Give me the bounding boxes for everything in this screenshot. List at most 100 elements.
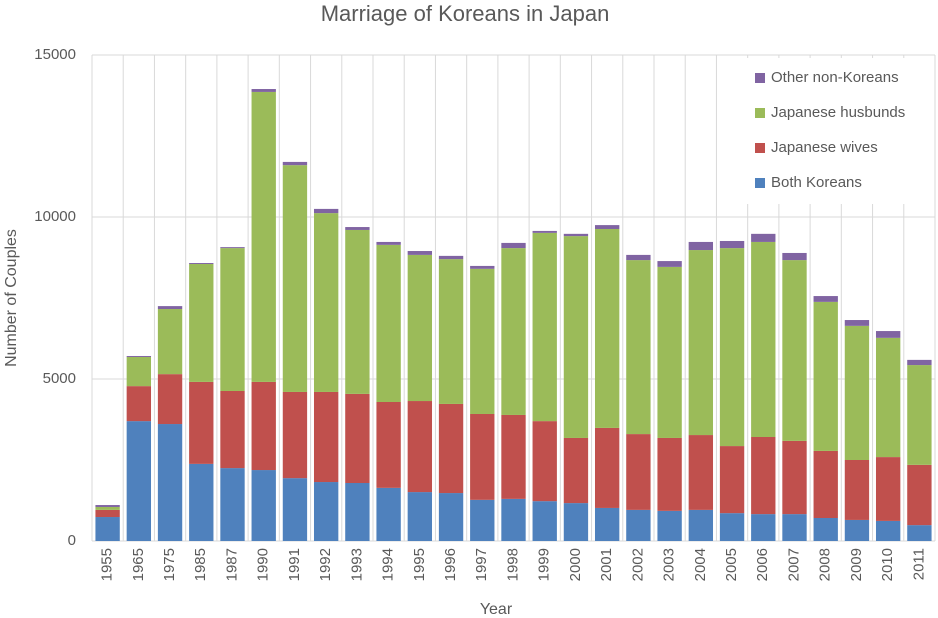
bar-segment xyxy=(470,268,495,414)
bar-segment xyxy=(189,463,214,541)
bar-segment xyxy=(532,421,557,502)
bar-segment xyxy=(282,391,308,479)
bar-segment xyxy=(907,359,932,366)
x-tick-label: 1999 xyxy=(536,548,553,581)
x-tick-label: 2005 xyxy=(723,548,740,581)
x-tick-label: 2010 xyxy=(879,548,896,581)
x-tick-label: 2002 xyxy=(629,548,646,581)
bar-segment xyxy=(501,414,526,499)
bar-segment xyxy=(126,355,152,357)
x-tick-label: 2003 xyxy=(661,548,678,581)
bar-segment xyxy=(470,265,495,269)
bar-segment xyxy=(563,233,589,237)
bar-segment xyxy=(875,337,901,458)
bar-segment xyxy=(345,227,370,230)
bar-segment xyxy=(189,381,214,464)
bar-segment xyxy=(501,498,526,541)
bar-segment xyxy=(657,261,682,267)
bar-segment xyxy=(719,248,745,447)
x-tick-label: 1995 xyxy=(411,548,428,581)
x-tick-label: 1990 xyxy=(255,548,272,581)
bar-segment xyxy=(751,233,776,242)
chart-title: Marriage of Koreans in Japan xyxy=(321,1,610,26)
bar-segment xyxy=(907,365,932,465)
bar-segment xyxy=(688,241,714,251)
bar-segment xyxy=(782,252,807,261)
bar-segment xyxy=(751,241,776,437)
bar-segment xyxy=(376,241,401,245)
bar-segment xyxy=(563,437,589,504)
legend-swatch xyxy=(755,143,765,153)
bar-segment xyxy=(189,263,214,264)
bar-segment xyxy=(782,260,807,441)
bar-segment xyxy=(157,374,183,425)
bar-segment xyxy=(157,306,183,310)
legend-swatch xyxy=(755,178,765,188)
x-tick-label: 1994 xyxy=(380,548,397,581)
legend-swatch xyxy=(755,73,765,83)
x-tick-label: 1965 xyxy=(130,548,147,581)
bar-segment xyxy=(594,228,620,428)
bar-segment xyxy=(719,513,745,541)
bar-segment xyxy=(688,509,714,541)
x-tick-label: 1997 xyxy=(473,548,490,581)
bar-segment xyxy=(313,208,339,214)
x-tick-label: 2001 xyxy=(598,548,615,581)
x-tick-label: 2008 xyxy=(817,548,834,581)
y-tick-label: 10000 xyxy=(34,208,76,225)
bar-segment xyxy=(626,254,651,261)
bar-segment xyxy=(438,255,464,260)
bar-segment xyxy=(220,248,245,391)
bar-segment xyxy=(157,424,183,541)
bar-segment xyxy=(813,301,838,451)
bar-segment xyxy=(626,260,651,435)
bar-segment xyxy=(907,525,932,541)
bar-segment xyxy=(220,390,245,469)
bar-segment xyxy=(189,263,214,382)
bar-segment xyxy=(251,91,276,382)
bar-segment xyxy=(470,499,495,541)
y-tick-label: 5000 xyxy=(43,370,76,387)
legend-swatch xyxy=(755,108,765,118)
bar-segment xyxy=(407,401,433,493)
bar-segment xyxy=(126,356,152,387)
bar-segment xyxy=(282,165,308,392)
bar-segment xyxy=(251,381,276,471)
bar-segment xyxy=(220,468,245,541)
legend-label: Both Koreans xyxy=(771,174,862,191)
bar-segment xyxy=(95,505,120,507)
x-tick-label: 2007 xyxy=(785,548,802,581)
x-tick-label: 1993 xyxy=(348,548,365,581)
bar-segment xyxy=(688,250,714,436)
x-tick-label: 2006 xyxy=(754,548,771,581)
x-tick-label: 1996 xyxy=(442,548,459,581)
x-tick-label: 1975 xyxy=(161,548,178,581)
bar-segment xyxy=(407,492,433,541)
bar-segment xyxy=(95,506,120,510)
legend-box xyxy=(743,58,933,204)
bar-segment xyxy=(875,331,901,338)
bar-segment xyxy=(282,161,308,166)
bar-segment xyxy=(844,320,870,326)
y-tick-label: 15000 xyxy=(34,46,76,63)
bar-segment xyxy=(657,266,682,438)
x-tick-label: 1998 xyxy=(504,548,521,581)
bar-segment xyxy=(563,503,589,541)
bar-segment xyxy=(657,510,682,541)
bar-segment xyxy=(251,89,276,92)
bar-segment xyxy=(376,402,401,488)
bar-segment xyxy=(719,240,745,249)
bar-segment xyxy=(126,421,152,541)
bar-segment xyxy=(875,457,901,521)
legend-label: Japanese husbunds xyxy=(771,104,905,121)
legend-label: Japanese wives xyxy=(771,139,878,156)
bar-segment xyxy=(282,478,308,541)
bar-segment xyxy=(626,434,651,510)
bar-segment xyxy=(438,259,464,404)
bar-segment xyxy=(313,482,339,541)
bar-segment xyxy=(813,450,838,518)
x-tick-label: 2011 xyxy=(910,548,927,580)
x-tick-label: 2000 xyxy=(567,548,584,581)
bar-segment xyxy=(688,435,714,510)
x-tick-label: 1987 xyxy=(223,548,240,581)
